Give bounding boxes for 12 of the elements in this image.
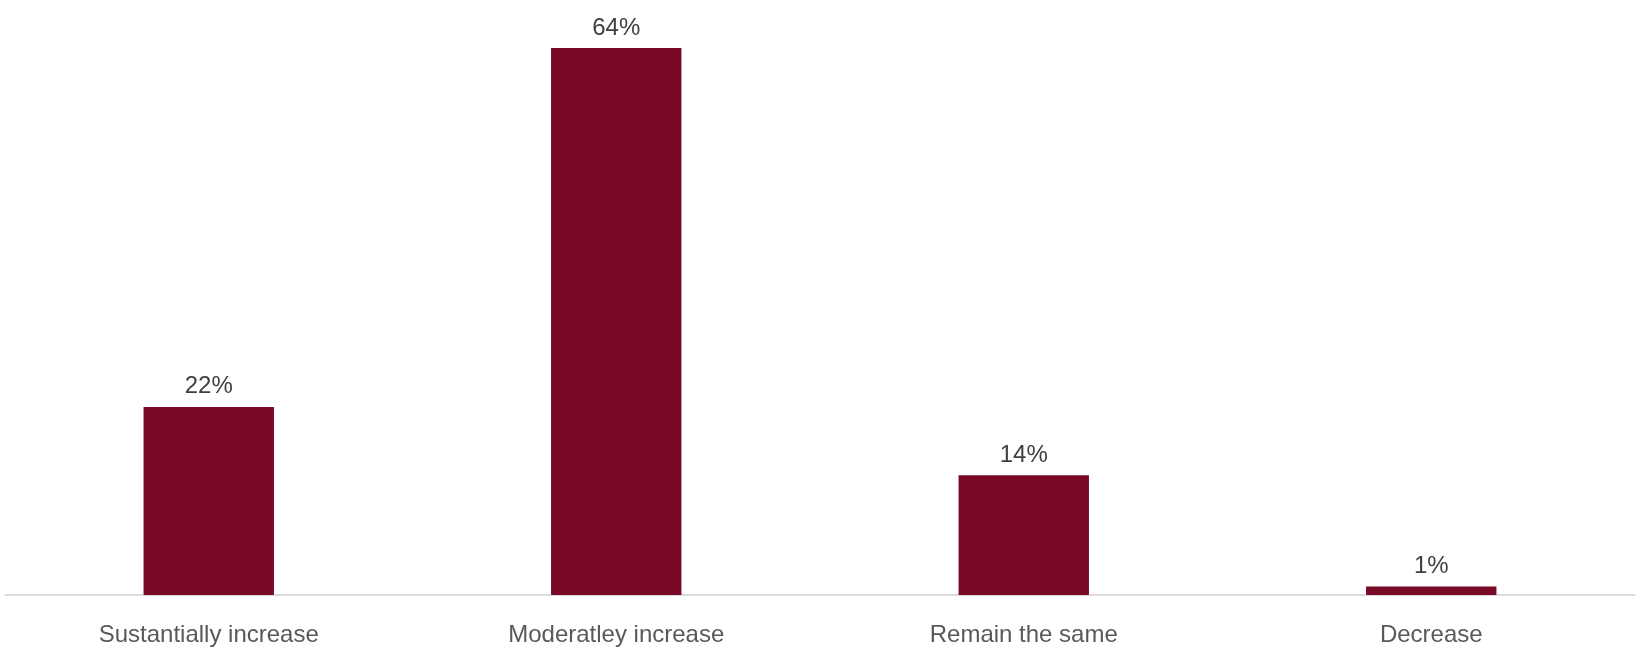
bar [551, 48, 682, 595]
data-label: 22% [184, 371, 233, 399]
data-label: 14% [999, 439, 1048, 467]
x-tick-label: Moderatley increase [508, 619, 725, 647]
data-label: 1% [1413, 550, 1449, 578]
x-tick-label: Decrease [1379, 619, 1483, 647]
x-tick-label: Sustantially increase [98, 619, 319, 647]
x-tick-label: Remain the same [929, 619, 1118, 647]
data-label: 64% [592, 12, 641, 40]
bar [143, 406, 274, 595]
bar [1366, 586, 1497, 595]
bar [958, 475, 1089, 595]
